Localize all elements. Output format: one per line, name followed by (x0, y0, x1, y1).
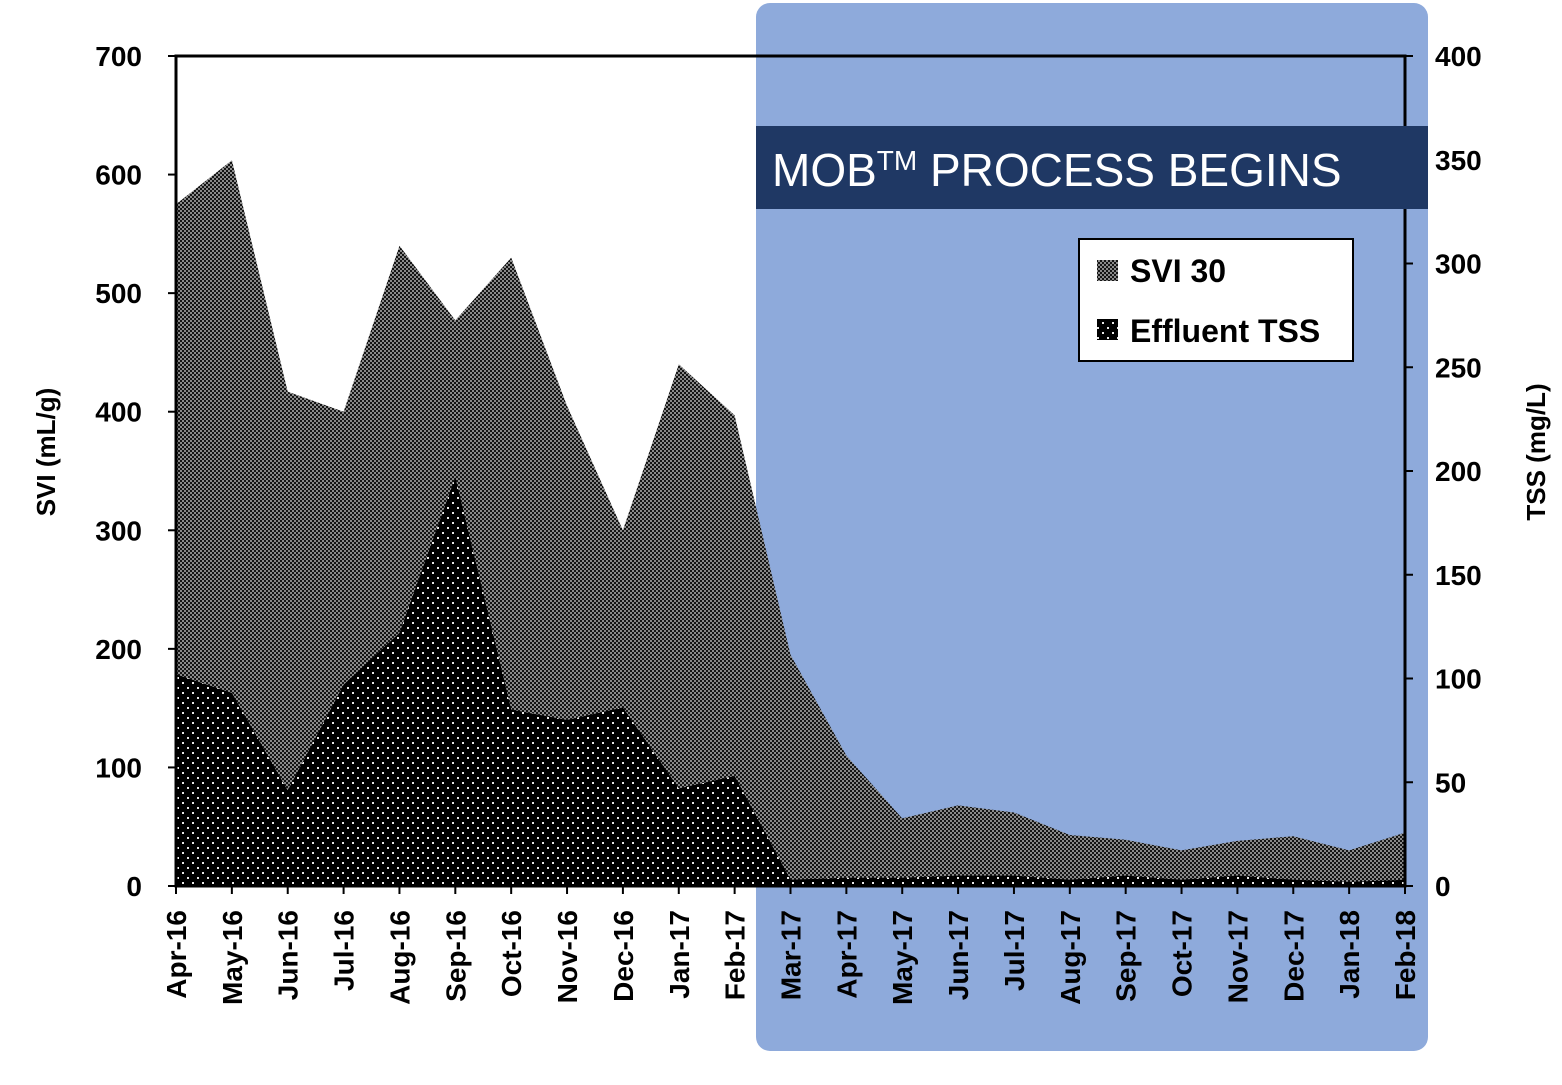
right-tick-label: 200 (1435, 456, 1482, 487)
x-tick-label: Aug-17 (1055, 910, 1086, 1005)
x-tick-label: May-16 (217, 910, 248, 1005)
right-tick-label: 300 (1435, 249, 1482, 280)
annotation-banner-text-main: MOB (772, 144, 877, 196)
x-tick-label: Mar-17 (776, 910, 807, 1000)
right-axis-ticks: 0 50 100 150 200 250 300 350 400 (1405, 41, 1482, 902)
left-tick-label: 200 (95, 634, 142, 665)
x-tick-label: Jun-16 (273, 910, 304, 1000)
left-tick-label: 500 (95, 278, 142, 309)
x-tick-label: Oct-16 (496, 910, 527, 997)
legend: SVI 30 Effluent TSS (1078, 238, 1354, 362)
x-tick-label: May-17 (887, 910, 918, 1005)
left-axis-ticks: 0 100 200 300 400 500 600 700 (95, 41, 176, 902)
x-tick-label: Jun-17 (943, 910, 974, 1000)
x-tick-label: Sep-17 (1111, 910, 1142, 1002)
left-tick-label: 300 (95, 515, 142, 546)
x-tick-label: Jul-17 (999, 910, 1030, 991)
x-tick-label: Jan-18 (1334, 910, 1365, 999)
right-tick-label: 100 (1435, 664, 1482, 695)
legend-swatch-effluent-tss (1097, 319, 1118, 340)
legend-label-svi-30: SVI 30 (1130, 253, 1226, 289)
left-axis-title: SVI (mL/g) (31, 388, 61, 517)
x-axis-ticks: Apr-16 May-16 Jun-16 Jul-16 Aug-16 Sep-16 Oct-… (161, 886, 1421, 1005)
area-effluent-tss (176, 477, 1405, 886)
legend-box (1078, 238, 1354, 362)
x-tick-label: Dec-16 (608, 910, 639, 1002)
left-tick-label: 0 (126, 871, 142, 902)
x-tick-label: Aug-16 (384, 910, 415, 1005)
annotation-banner-text: MOBTM PROCESS BEGINS (772, 144, 1342, 196)
x-tick-label: Oct-17 (1167, 910, 1198, 997)
left-tick-label: 400 (95, 397, 142, 428)
left-tick-label: 600 (95, 160, 142, 191)
area-series-group (176, 160, 1405, 887)
right-tick-label: 250 (1435, 352, 1482, 383)
x-tick-label: Apr-16 (161, 910, 192, 999)
x-tick-label: Jul-16 (329, 910, 360, 991)
right-tick-label: 400 (1435, 41, 1482, 72)
annotation-banner-text-tm: TM (877, 145, 917, 176)
x-tick-label: Nov-16 (552, 910, 583, 1003)
x-tick-label: Feb-17 (720, 910, 751, 1000)
legend-label-effluent-tss: Effluent TSS (1130, 313, 1320, 349)
x-tick-label: Sep-16 (440, 910, 471, 1002)
right-axis-title: TSS (mg/L) (1521, 383, 1551, 520)
right-tick-label: 350 (1435, 145, 1482, 176)
right-tick-label: 150 (1435, 560, 1482, 591)
left-tick-label: 100 (95, 752, 142, 783)
annotation-banner-text-rest: PROCESS BEGINS (917, 144, 1341, 196)
x-tick-label: Apr-17 (831, 910, 862, 999)
x-tick-label: Feb-18 (1390, 910, 1421, 1000)
right-tick-label: 50 (1435, 767, 1466, 798)
annotation-banner: MOBTM PROCESS BEGINS (756, 126, 1428, 209)
x-tick-label: Nov-17 (1222, 910, 1253, 1003)
x-tick-label: Dec-17 (1278, 910, 1309, 1002)
legend-swatch-svi-30 (1097, 260, 1118, 281)
right-tick-label: 0 (1435, 871, 1451, 902)
annotation-banner-background (756, 126, 1428, 209)
left-tick-label: 700 (95, 41, 142, 72)
x-tick-label: Jan-17 (664, 910, 695, 999)
